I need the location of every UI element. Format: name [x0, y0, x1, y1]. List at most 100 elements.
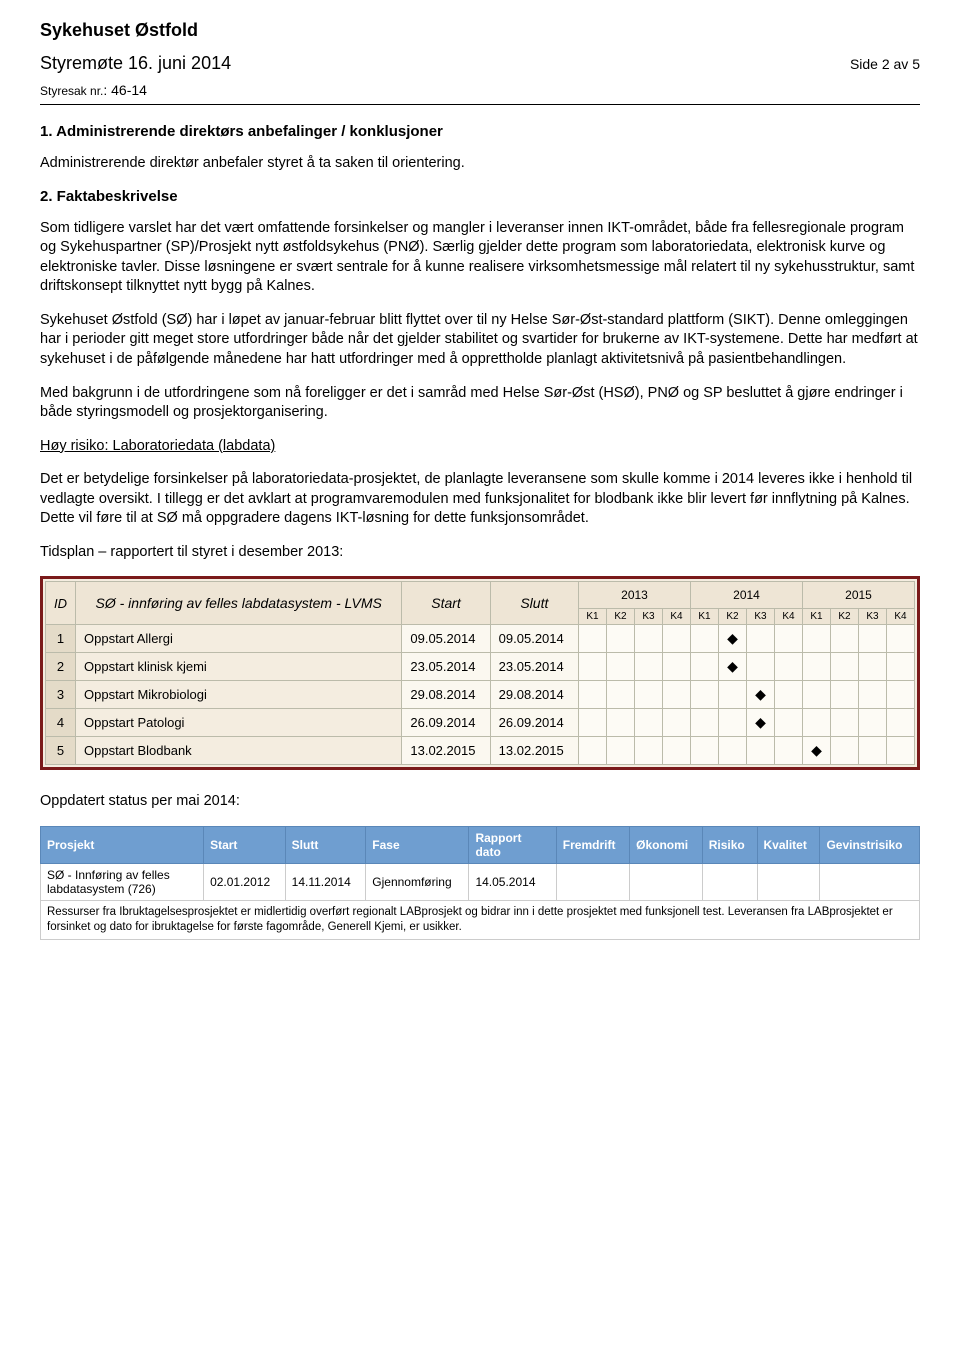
- gantt-cell: [831, 653, 859, 681]
- gantt-cell: [803, 709, 831, 737]
- gantt-cell: [719, 709, 747, 737]
- gantt-cell: [803, 681, 831, 709]
- gantt-cell: [887, 681, 915, 709]
- gantt-cell: [607, 681, 635, 709]
- gantt-cell: [663, 737, 691, 765]
- gantt-cell: [635, 625, 663, 653]
- status-prosjekt: SØ - Innføring av felles labdatasystem (…: [41, 864, 204, 901]
- q: K2: [831, 609, 859, 625]
- gantt-row-label: Oppstart Patologi: [76, 709, 402, 737]
- gantt-row-start: 23.05.2014: [402, 653, 490, 681]
- section2-heading: 2. Faktabeskrivelse: [40, 188, 920, 205]
- q: K3: [747, 609, 775, 625]
- gantt-table: ID SØ - innføring av felles labdatasyste…: [45, 581, 915, 765]
- gantt-cell: [579, 681, 607, 709]
- status-h: Risiko: [702, 827, 757, 864]
- gantt-cell: [719, 737, 747, 765]
- gantt-cell: [775, 653, 803, 681]
- q: K2: [719, 609, 747, 625]
- gantt-row-end: 26.09.2014: [490, 709, 578, 737]
- header-row: Styremøte 16. juni 2014 Side 2 av 5: [40, 53, 920, 74]
- case-number: : 46-14: [103, 82, 147, 98]
- section2-p4: Det er betydelige forsinkelser på labora…: [40, 470, 920, 529]
- divider: [40, 104, 920, 105]
- status-h: Prosjekt: [41, 827, 204, 864]
- gantt-row-id: 4: [46, 709, 76, 737]
- gantt-cell: ◆: [719, 653, 747, 681]
- section2-p3: Med bakgrunn i de utfordringene som nå f…: [40, 384, 920, 423]
- gantt-cell: [775, 737, 803, 765]
- gantt-row: 5Oppstart Blodbank13.02.201513.02.2015◆: [46, 737, 915, 765]
- status-h: Gevinstrisiko: [820, 827, 920, 864]
- gantt-cell: [607, 625, 635, 653]
- status-slutt: 14.11.2014: [285, 864, 366, 901]
- gantt-row-end: 09.05.2014: [490, 625, 578, 653]
- gantt-row: 2Oppstart klinisk kjemi23.05.201423.05.2…: [46, 653, 915, 681]
- gantt-cell: [579, 625, 607, 653]
- gantt-row-label: Oppstart klinisk kjemi: [76, 653, 402, 681]
- status-h: Start: [204, 827, 286, 864]
- gantt-cell: [579, 737, 607, 765]
- q: K2: [607, 609, 635, 625]
- case-label: Styresak nr.: [40, 84, 103, 98]
- gantt-cell: [607, 709, 635, 737]
- status-note-row: Ressurser fra Ibruktagelsesprosjektet er…: [41, 901, 920, 940]
- section1-heading: 1. Administrerende direktørs anbefalinge…: [40, 123, 920, 140]
- gantt-row-start: 13.02.2015: [402, 737, 490, 765]
- gantt-cell: [859, 625, 887, 653]
- status-h: Økonomi: [630, 827, 703, 864]
- gantt-cell: ◆: [803, 737, 831, 765]
- gantt-cell: [775, 709, 803, 737]
- status-header-row: Prosjekt Start Slutt Fase Rapport dato F…: [41, 827, 920, 864]
- gantt-row-label: Oppstart Allergi: [76, 625, 402, 653]
- case-row: Styresak nr.: 46-14: [40, 82, 920, 98]
- gantt-cell: ◆: [747, 709, 775, 737]
- gantt-cell: [635, 681, 663, 709]
- gantt-cell: [719, 681, 747, 709]
- status-gevinst: [820, 864, 920, 901]
- status-table-wrap: Prosjekt Start Slutt Fase Rapport dato F…: [40, 826, 920, 940]
- gantt-row-start: 29.08.2014: [402, 681, 490, 709]
- q: K3: [635, 609, 663, 625]
- gantt-row: 1Oppstart Allergi09.05.201409.05.2014◆: [46, 625, 915, 653]
- milestone-icon: ◆: [755, 714, 766, 730]
- gantt-row-end: 23.05.2014: [490, 653, 578, 681]
- milestone-icon: ◆: [811, 742, 822, 758]
- gantt-cell: [859, 709, 887, 737]
- gantt-cell: [747, 625, 775, 653]
- status-fremdrift: [556, 864, 629, 901]
- gantt-row: 3Oppstart Mikrobiologi29.08.201429.08.20…: [46, 681, 915, 709]
- gantt-cell: [831, 737, 859, 765]
- gantt-row-end: 13.02.2015: [490, 737, 578, 765]
- gantt-cell: [803, 653, 831, 681]
- q: K4: [663, 609, 691, 625]
- gantt-cell: [859, 681, 887, 709]
- status-fase: Gjennomføring: [366, 864, 469, 901]
- gantt-cell: [691, 709, 719, 737]
- q: K4: [775, 609, 803, 625]
- gantt-cell: [887, 737, 915, 765]
- gantt-row-start: 26.09.2014: [402, 709, 490, 737]
- gantt-cell: [887, 653, 915, 681]
- status-rapport: 14.05.2014: [469, 864, 556, 901]
- milestone-icon: ◆: [755, 686, 766, 702]
- gantt-cell: [887, 625, 915, 653]
- gantt-cell: [635, 737, 663, 765]
- status-h: Rapport dato: [469, 827, 556, 864]
- gantt-cell: [691, 681, 719, 709]
- gantt-row-id: 3: [46, 681, 76, 709]
- gantt-cell: [691, 625, 719, 653]
- gantt-cell: [663, 709, 691, 737]
- gantt-cell: ◆: [747, 681, 775, 709]
- status-h: Fase: [366, 827, 469, 864]
- gantt-year-2013: 2013: [579, 582, 691, 609]
- gantt-row-id: 2: [46, 653, 76, 681]
- gantt-cell: [859, 737, 887, 765]
- gantt-id-header: ID: [46, 582, 76, 625]
- gantt-cell: [607, 653, 635, 681]
- status-h: Kvalitet: [757, 827, 820, 864]
- gantt-row-start: 09.05.2014: [402, 625, 490, 653]
- section2-subheading: Høy risiko: Laboratoriedata (labdata): [40, 437, 920, 457]
- status-note: Ressurser fra Ibruktagelsesprosjektet er…: [41, 901, 920, 940]
- gantt-year-2014: 2014: [691, 582, 803, 609]
